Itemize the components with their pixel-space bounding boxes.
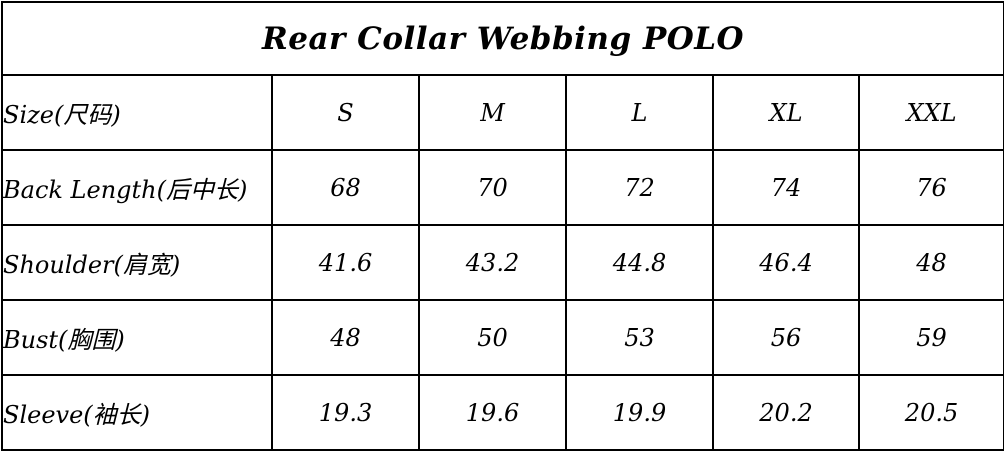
- size-col-m: M: [418, 74, 567, 151]
- cell-value: 59: [857, 299, 1004, 376]
- table-row-back-length: Back Length(后中长) 68 70 72 74 76: [1, 149, 1004, 226]
- cell-value: 70: [418, 149, 567, 226]
- cell-value: 19.3: [271, 374, 420, 451]
- cell-value: 46.4: [712, 224, 860, 301]
- cell-value: 50: [418, 299, 567, 376]
- size-col-l: L: [565, 74, 714, 151]
- table-row-bust: Bust(胸围) 48 50 53 56 59: [1, 299, 1004, 376]
- cell-value: 76: [857, 149, 1004, 226]
- row-label: Shoulder(肩宽): [1, 224, 273, 301]
- cell-value: 53: [565, 299, 714, 376]
- cell-value: 56: [712, 299, 860, 376]
- cell-value: 41.6: [271, 224, 420, 301]
- chart-title-row: Rear Collar Webbing POLO: [0, 1, 1004, 76]
- cell-value: 43.2: [418, 224, 567, 301]
- cell-value: 44.8: [565, 224, 714, 301]
- row-label: Sleeve(袖长): [1, 374, 273, 451]
- cell-value: 74: [712, 149, 860, 226]
- cell-value: 19.9: [565, 374, 714, 451]
- cell-value: 68: [271, 149, 420, 226]
- table-row-sleeve: Sleeve(袖长) 19.3 19.6 19.9 20.2 20.5: [1, 374, 1004, 451]
- row-label: Back Length(后中长): [1, 149, 273, 226]
- size-header-label: Size(尺码): [1, 74, 273, 151]
- cell-value: 20.2: [712, 374, 860, 451]
- cell-value: 72: [565, 149, 714, 226]
- chart-title: Rear Collar Webbing POLO: [0, 1, 1004, 76]
- table-row-shoulder: Shoulder(肩宽) 41.6 43.2 44.8 46.4 48: [1, 224, 1004, 301]
- cell-value: 20.5: [857, 374, 1004, 451]
- cell-value: 48: [271, 299, 420, 376]
- cell-value: 48: [857, 224, 1004, 301]
- size-col-xl: XL: [712, 74, 860, 151]
- header-row: Size(尺码) S M L XL XXL: [1, 74, 1004, 151]
- row-label: Bust(胸围): [1, 299, 273, 376]
- size-col-s: S: [271, 74, 420, 151]
- size-col-xxl: XXL: [857, 74, 1004, 151]
- cell-value: 19.6: [418, 374, 567, 451]
